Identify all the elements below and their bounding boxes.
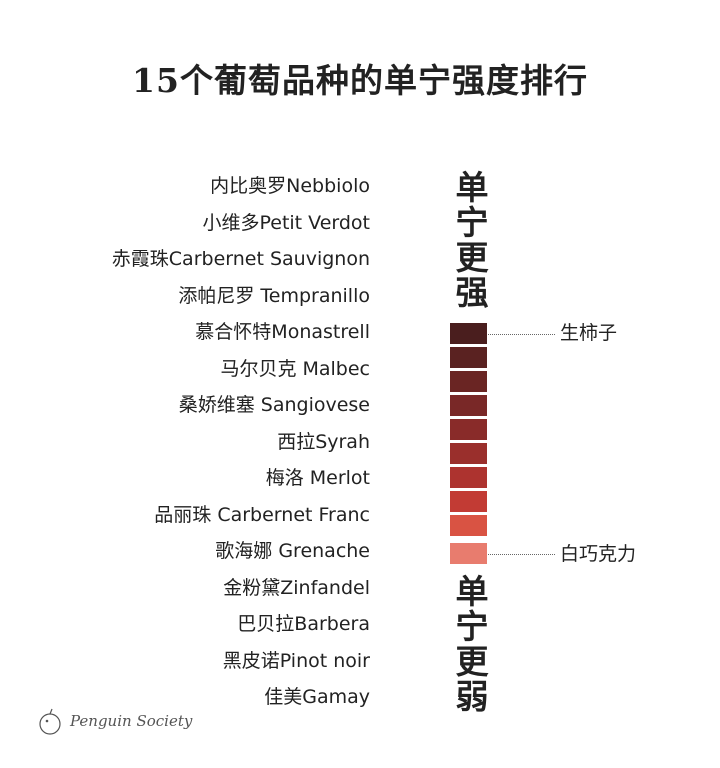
- swatch: [450, 395, 487, 416]
- swatch: [450, 443, 487, 464]
- swatch: [450, 491, 487, 512]
- grape-name: 歌海娜 Grenache: [215, 540, 370, 562]
- weak-label: 单宁更弱: [450, 574, 489, 714]
- grape-name: 小维多Petit Verdot: [202, 211, 370, 234]
- logo-icon: [39, 708, 61, 735]
- grape-name: 赤霞珠Carbernet Sauvignon: [111, 248, 370, 270]
- swatch: [450, 467, 487, 488]
- swatch: [450, 419, 487, 440]
- grape-name: 桑娇维塞 Sangiovese: [178, 394, 370, 416]
- leader-line: [488, 334, 555, 335]
- watermark: Penguin Society: [70, 712, 193, 730]
- grape-name: 品丽珠 Carbernet Franc: [154, 503, 370, 526]
- annotation: 生柿子: [560, 322, 618, 344]
- swatch: [450, 543, 487, 564]
- grape-name: 黑皮诺Pinot noir: [222, 649, 370, 672]
- grape-name: 马尔贝克 Malbec: [220, 357, 370, 380]
- grape-name: 金粉黛Zinfandel: [223, 576, 370, 599]
- grape-name: 梅洛 Merlot: [265, 467, 370, 489]
- grape-name: 内比奥罗Nebbiolo: [210, 175, 370, 197]
- grape-name: 巴贝拉Barbera: [237, 613, 370, 635]
- annotation: 白巧克力: [560, 543, 637, 565]
- swatch: [450, 323, 487, 344]
- leader-line: [488, 554, 555, 555]
- swatch: [450, 347, 487, 368]
- title: 15个葡萄品种的单宁强度排行: [132, 61, 588, 100]
- swatch: [450, 371, 487, 392]
- grape-name: 佳美Gamay: [264, 686, 370, 708]
- grape-name: 慕合怀特Monastrell: [195, 321, 370, 343]
- strong-label: 单宁更强: [450, 170, 489, 310]
- grape-name: 西拉Syrah: [277, 430, 370, 453]
- swatch: [450, 515, 487, 536]
- grape-name: 添帕尼罗 Tempranillo: [178, 284, 370, 307]
